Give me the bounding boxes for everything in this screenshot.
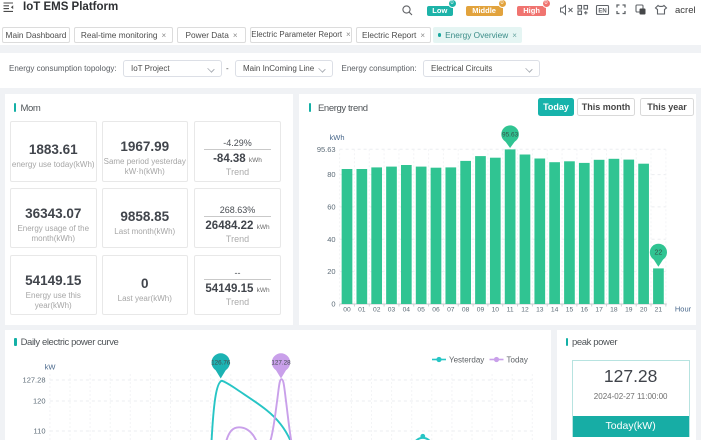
svg-text:EN: EN <box>598 9 606 15</box>
svg-text:kW: kW <box>45 363 57 372</box>
svg-text:Yesterday: Yesterday <box>449 356 484 365</box>
svg-text:Today: Today <box>507 356 528 365</box>
svg-text:13: 13 <box>536 307 544 314</box>
svg-text:22: 22 <box>655 250 663 257</box>
svg-text:07: 07 <box>447 307 455 314</box>
svg-text:127.28: 127.28 <box>23 376 46 385</box>
svg-text:03: 03 <box>388 307 396 314</box>
svg-text:10: 10 <box>492 307 500 314</box>
svg-text:09: 09 <box>477 307 485 314</box>
svg-text:95.63: 95.63 <box>317 145 336 154</box>
svg-text:acrel: acrel <box>675 5 696 16</box>
svg-text:120: 120 <box>33 397 46 406</box>
svg-text:00: 00 <box>343 307 351 314</box>
svg-text:kWh: kWh <box>330 133 345 142</box>
svg-text:17: 17 <box>595 307 603 314</box>
svg-text:08: 08 <box>462 307 470 314</box>
svg-text:60: 60 <box>327 202 335 211</box>
svg-text:20: 20 <box>640 307 648 314</box>
svg-text:19: 19 <box>625 307 633 314</box>
svg-text:15: 15 <box>566 307 574 314</box>
svg-text:11: 11 <box>507 307 514 314</box>
svg-text:02: 02 <box>373 307 381 314</box>
svg-text:14: 14 <box>551 307 559 314</box>
svg-text:16: 16 <box>581 307 589 314</box>
svg-text:04: 04 <box>403 307 411 314</box>
svg-text:0: 0 <box>331 300 335 309</box>
svg-text:18: 18 <box>610 307 618 314</box>
svg-text:127.28: 127.28 <box>271 360 291 367</box>
svg-text:126.76: 126.76 <box>211 360 231 367</box>
svg-text:12: 12 <box>521 307 529 314</box>
svg-text:40: 40 <box>327 235 335 244</box>
svg-text:05: 05 <box>417 307 425 314</box>
svg-text:Hour: Hour <box>675 305 692 314</box>
svg-text:20: 20 <box>327 267 335 276</box>
svg-text:06: 06 <box>432 307 440 314</box>
svg-text:95.63: 95.63 <box>502 132 519 139</box>
svg-text:80: 80 <box>327 170 335 179</box>
svg-text:21: 21 <box>655 307 663 314</box>
svg-text:110: 110 <box>34 427 46 436</box>
svg-text:01: 01 <box>358 307 366 314</box>
